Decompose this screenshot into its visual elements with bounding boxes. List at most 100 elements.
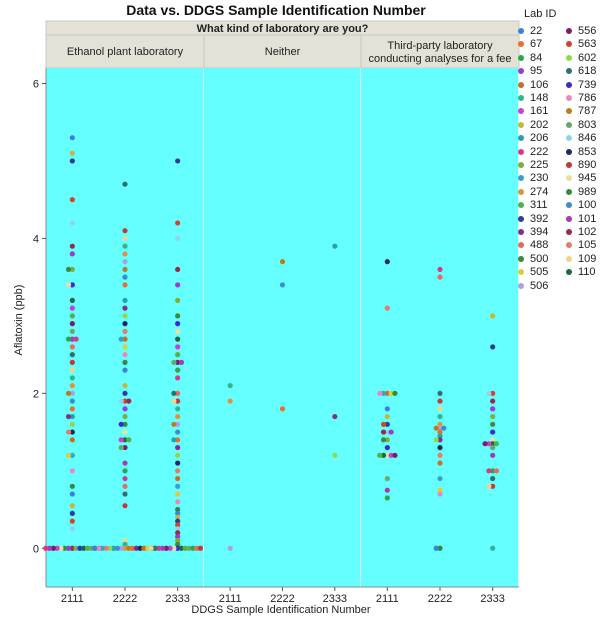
data-point <box>178 359 185 365</box>
legend-marker <box>566 255 572 262</box>
data-point <box>490 483 496 489</box>
data-point <box>175 510 181 517</box>
data-point <box>107 545 113 551</box>
data-point <box>62 545 68 551</box>
data-point <box>69 344 75 350</box>
data-point <box>122 541 128 547</box>
data-point <box>122 460 128 466</box>
data-point <box>433 425 439 431</box>
data-point <box>122 503 128 509</box>
data-point <box>137 545 143 551</box>
data-point <box>380 390 387 396</box>
legend-label: 556 <box>578 25 597 37</box>
data-point <box>182 545 188 551</box>
x-tick-label: 2222 <box>428 593 452 605</box>
data-point <box>175 282 181 288</box>
legend-marker <box>518 135 524 142</box>
data-point <box>69 382 75 389</box>
data-point <box>437 266 443 273</box>
data-point <box>384 437 390 443</box>
facet-panel-header <box>45 34 205 69</box>
data-point <box>69 297 75 303</box>
legend-marker <box>566 202 572 209</box>
data-point <box>99 545 105 551</box>
data-point <box>490 398 496 404</box>
legend-label: 222 <box>530 145 549 158</box>
data-point <box>65 336 72 342</box>
data-point <box>175 545 181 551</box>
data-point <box>175 375 181 381</box>
data-point <box>175 421 181 427</box>
data-point <box>175 530 181 536</box>
data-point <box>175 235 181 242</box>
data-point <box>69 421 75 427</box>
data-point <box>122 444 128 451</box>
data-point <box>122 344 128 350</box>
legend-marker <box>566 188 572 195</box>
data-point <box>122 313 128 319</box>
data-point <box>437 413 443 420</box>
data-point <box>332 452 338 458</box>
data-point <box>388 390 394 396</box>
legend-marker <box>518 242 524 249</box>
data-point <box>122 491 128 497</box>
data-point <box>122 367 128 373</box>
data-point <box>384 444 390 451</box>
data-point <box>486 483 492 489</box>
legend-label: 392 <box>530 212 549 225</box>
data-point <box>122 413 128 420</box>
data-point <box>437 433 443 439</box>
legend-label: 22 <box>530 25 543 37</box>
data-point <box>227 382 233 389</box>
legend-label: 989 <box>578 185 597 198</box>
data-point <box>69 518 75 524</box>
data-point <box>111 545 117 551</box>
data-point <box>73 336 79 342</box>
data-point <box>69 197 75 203</box>
data-point <box>490 421 496 427</box>
y-tick-label: 0 <box>33 543 39 555</box>
legend-label: 206 <box>530 132 549 145</box>
legend-marker <box>566 28 572 34</box>
data-point <box>122 274 128 280</box>
data-point <box>122 243 128 249</box>
data-point <box>490 444 496 451</box>
legend-label: 846 <box>578 132 597 145</box>
data-point <box>437 421 443 427</box>
plot-frame: What kind of laboratory are you? Ethanol … <box>33 20 520 605</box>
legend-marker <box>518 95 524 101</box>
data-point <box>490 441 496 447</box>
x-tick-label: 2222 <box>270 593 294 605</box>
data-point <box>380 421 387 427</box>
data-point <box>384 390 390 396</box>
legend-label: 394 <box>530 226 549 238</box>
legend-label: 225 <box>530 159 549 171</box>
data-point <box>175 537 181 544</box>
data-point <box>122 398 128 404</box>
data-point <box>65 282 72 288</box>
data-point <box>441 425 447 431</box>
data-point <box>332 243 338 249</box>
legend-label: 890 <box>578 159 597 171</box>
data-point <box>437 274 443 280</box>
x-tick-label: 2333 <box>323 593 347 605</box>
data-point <box>437 475 443 482</box>
legend-label: 506 <box>530 279 549 292</box>
data-point <box>122 336 128 342</box>
data-point <box>490 313 496 319</box>
data-point <box>384 475 390 482</box>
data-point <box>175 220 181 226</box>
data-point <box>122 259 128 265</box>
data-point <box>69 251 75 257</box>
data-point <box>175 460 181 466</box>
data-point <box>384 495 390 501</box>
x-axis-label: DDGS Sample Identification Number <box>191 604 370 616</box>
data-point <box>437 452 443 458</box>
legend-label: 505 <box>530 266 549 279</box>
legend-marker <box>518 121 524 128</box>
legend-marker <box>518 229 524 235</box>
legend-label: 102 <box>578 226 597 238</box>
data-point <box>122 483 128 489</box>
data-point <box>388 429 394 435</box>
